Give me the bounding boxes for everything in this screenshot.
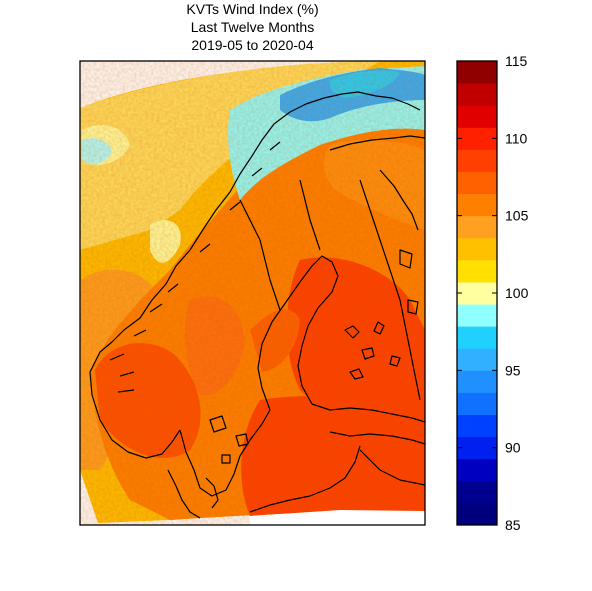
colorbar-tick-label: 105 [505,208,529,224]
lakes-finland [344,321,401,380]
colorbar-segment [457,127,497,150]
colorbar-tick-label: 90 [505,440,521,456]
colorbar-segment [457,348,497,371]
colorbar [457,61,497,526]
colorbar-tick-label: 115 [505,53,528,69]
baltic-south-coast [249,445,361,513]
colorbar-tick-label: 110 [505,130,528,146]
colorbar-segment [457,281,497,305]
colorbar-segment [457,480,497,504]
colorbar-segment [457,83,497,106]
norway-south-coast [91,394,181,459]
map-title-line-2: Last Twelve Months [190,19,315,35]
colorbar-segment [457,436,497,460]
colorbar-segment [457,304,497,327]
colorbar-segment [457,414,497,438]
colorbar-segment [457,259,497,283]
map-title-line-3: 2019-05 to 2020-04 [191,37,314,53]
colorbar-segment [457,61,497,84]
denmark [167,469,219,519]
colorbar-segment [457,149,497,172]
white-unmapped-bottom [250,510,425,525]
colorbar-segment [457,105,497,128]
white-sea [379,169,419,231]
wind-index-map [80,61,425,525]
norway-coastline [89,91,421,396]
colorbar-segment [457,215,497,239]
lakes-sweden [209,415,249,464]
colorbar-tick-label: 85 [505,517,521,533]
colorbar-tick-label: 100 [505,285,529,301]
colorbar-ticks: 85 90 95 100 105 110 115 [457,53,529,533]
colorbar-segment [457,458,497,482]
colorbar-tick-label: 95 [505,362,521,378]
colorbar-segment [457,392,497,416]
estonia-coast [329,431,425,445]
colorbar-segment [457,502,497,526]
gulf-of-finland [311,403,425,423]
lakes-russia [399,249,419,315]
swedish-west-coast [179,409,271,497]
coastlines [89,91,425,519]
colorbar-segment [457,193,497,217]
colorbar-segment [457,171,497,195]
map-frame [79,60,426,526]
borders [239,179,425,486]
gulf-of-bothnia [257,255,339,411]
fjord-marks [109,141,281,393]
map-title-line-1: KVTs Wind Index (%) [186,1,319,17]
kola-coast [329,135,425,151]
field-texture [80,61,425,525]
colorbar-segment [457,237,497,261]
colorbar-segment [457,326,497,349]
colorbar-segment [457,370,497,393]
